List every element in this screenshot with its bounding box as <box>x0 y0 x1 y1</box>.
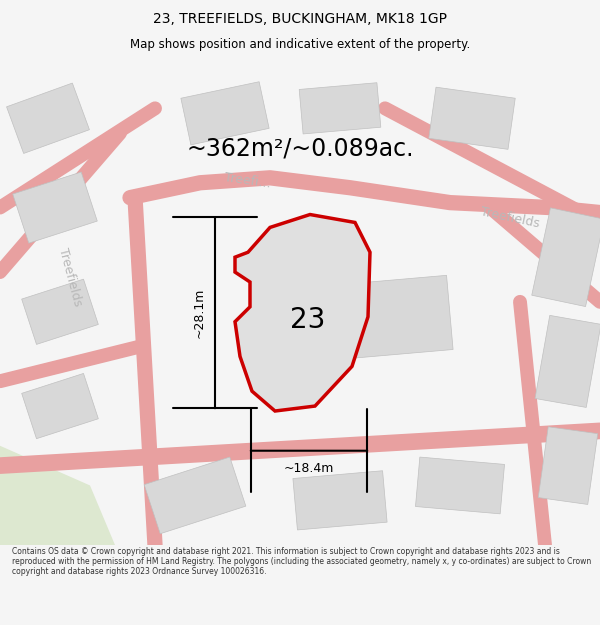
Polygon shape <box>299 82 381 134</box>
Polygon shape <box>429 87 515 149</box>
Polygon shape <box>532 208 600 306</box>
Polygon shape <box>13 172 97 243</box>
Polygon shape <box>7 83 89 154</box>
Text: Map shows position and indicative extent of the property.: Map shows position and indicative extent… <box>130 38 470 51</box>
Polygon shape <box>0 446 115 545</box>
Polygon shape <box>293 471 387 530</box>
Polygon shape <box>535 316 600 408</box>
Text: Treefields: Treefields <box>479 205 541 230</box>
Text: Contains OS data © Crown copyright and database right 2021. This information is : Contains OS data © Crown copyright and d… <box>12 547 591 576</box>
Text: 23: 23 <box>290 306 326 334</box>
Text: Treefields: Treefields <box>56 246 84 308</box>
Polygon shape <box>22 374 98 439</box>
Text: ~362m²/~0.089ac.: ~362m²/~0.089ac. <box>186 136 414 160</box>
Text: 23, TREEFIELDS, BUCKINGHAM, MK18 1GP: 23, TREEFIELDS, BUCKINGHAM, MK18 1GP <box>153 12 447 26</box>
Polygon shape <box>181 82 269 145</box>
Polygon shape <box>144 457 246 534</box>
Polygon shape <box>347 276 453 358</box>
Polygon shape <box>235 214 370 411</box>
Text: Treefi…: Treefi… <box>224 171 272 191</box>
Polygon shape <box>22 279 98 344</box>
Polygon shape <box>538 427 598 504</box>
Polygon shape <box>415 457 505 514</box>
Text: ~18.4m: ~18.4m <box>284 462 334 475</box>
Text: ~28.1m: ~28.1m <box>193 288 205 338</box>
